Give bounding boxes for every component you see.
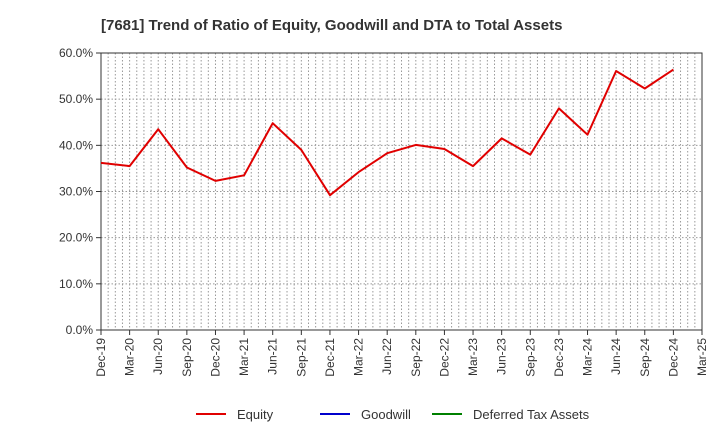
x-tick-label: Dec-21 [323, 338, 337, 377]
legend-label-equity: Equity [237, 407, 274, 422]
x-tick-label: Dec-24 [666, 338, 680, 377]
legend: Equity Goodwill Deferred Tax Assets [196, 407, 590, 422]
x-tick-label: Dec-19 [94, 338, 108, 377]
x-tick-label: Mar-25 [695, 338, 709, 376]
x-tick-label: Dec-20 [208, 338, 222, 377]
y-tick-label: 30.0% [59, 185, 93, 199]
x-tick-label: Mar-20 [123, 338, 137, 376]
x-tick-label: Mar-24 [581, 338, 595, 376]
y-axis: 0.0% 10.0% 20.0% 30.0% 40.0% 50.0% 60.0% [59, 46, 101, 337]
y-tick-label: 20.0% [59, 231, 93, 245]
y-tick-label: 60.0% [59, 46, 93, 60]
x-axis: Dec-19 Mar-20 Jun-20 Sep-20 Dec-20 Mar-21 Jun-… [94, 330, 709, 377]
y-tick-label: 10.0% [59, 277, 93, 291]
x-tick-label: Sep-23 [523, 338, 537, 377]
x-tick-label: Mar-23 [466, 338, 480, 376]
x-tick-label: Jun-23 [495, 338, 509, 375]
series-layer [100, 68, 674, 197]
series-line-equity [100, 68, 674, 197]
x-tick-label: Sep-21 [294, 338, 308, 377]
y-tick-label: 0.0% [66, 323, 94, 337]
legend-label-deferred-tax-assets: Deferred Tax Assets [473, 407, 590, 422]
chart-title: [7681] Trend of Ratio of Equity, Goodwil… [101, 17, 562, 34]
grid-lines [101, 52, 702, 331]
x-tick-label: Dec-22 [437, 338, 451, 377]
y-tick-label: 50.0% [59, 92, 93, 106]
x-tick-label: Jun-24 [609, 338, 623, 375]
y-tick-label: 40.0% [59, 138, 93, 152]
x-tick-label: Jun-22 [380, 338, 394, 375]
x-tick-label: Jun-20 [151, 338, 165, 375]
x-tick-label: Mar-22 [352, 338, 366, 376]
x-tick-label: Sep-24 [638, 338, 652, 377]
legend-label-goodwill: Goodwill [361, 407, 411, 422]
x-tick-label: Jun-21 [266, 338, 280, 375]
x-tick-label: Sep-22 [409, 338, 423, 377]
x-tick-label: Sep-20 [180, 338, 194, 377]
x-tick-label: Dec-23 [552, 338, 566, 377]
x-tick-label: Mar-21 [237, 338, 251, 376]
